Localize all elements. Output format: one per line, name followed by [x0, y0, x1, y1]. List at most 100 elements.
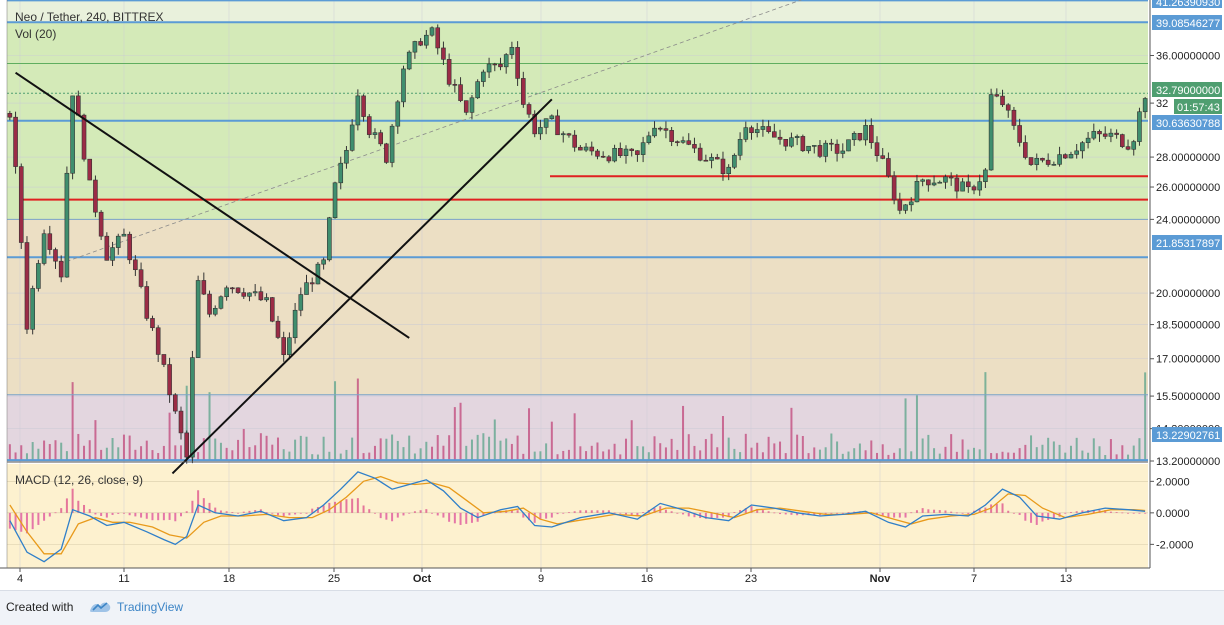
- macd-histogram-bar: [43, 512, 46, 521]
- candle-body: [81, 114, 87, 160]
- volume-bar: [248, 447, 251, 461]
- macd-histogram-bar: [157, 512, 160, 521]
- candle-body: [1062, 154, 1068, 159]
- candle-body: [823, 142, 828, 157]
- macd-histogram-bar: [453, 512, 456, 524]
- volume-bar: [573, 413, 576, 461]
- macd-histogram-bar: [299, 512, 302, 514]
- macd-histogram-bar: [328, 502, 331, 513]
- badge-level-13: 13.22902761: [1156, 430, 1220, 442]
- volume-bar: [77, 433, 80, 461]
- volume-bar: [630, 420, 633, 461]
- candle-body: [64, 172, 70, 278]
- volume-bar: [134, 449, 137, 461]
- macd-histogram-bar: [545, 512, 548, 519]
- volume-bar: [870, 440, 873, 461]
- candle-body: [1102, 133, 1108, 137]
- volume-bar: [294, 439, 297, 461]
- macd-histogram-bar: [1030, 512, 1033, 523]
- candle-body: [230, 287, 235, 290]
- trendlines[interactable]: [14, 71, 553, 475]
- volume-bar: [43, 440, 46, 461]
- time-tick-label: 13: [1060, 573, 1072, 585]
- trendline-ascending[interactable]: [171, 98, 553, 475]
- price-tick-label: 36.00000000: [1156, 51, 1220, 63]
- candle-body: [566, 133, 572, 136]
- macd-histogram-bar: [938, 510, 941, 513]
- volume-bar: [704, 439, 707, 461]
- candle-body: [138, 269, 144, 287]
- volume-bar: [431, 446, 434, 461]
- macd-histogram-bar: [1115, 512, 1118, 513]
- macd-tick-label: 0.0000: [1156, 508, 1190, 520]
- macd-histogram-bar: [54, 512, 57, 514]
- candle-body: [1131, 141, 1137, 150]
- price-badges: 41.26390930 39.08546277 32.79000000 01:5…: [1152, 0, 1222, 442]
- volume-bar: [351, 437, 354, 461]
- candle-body: [1011, 109, 1017, 126]
- macd-histogram-bar: [48, 512, 51, 517]
- volume-bar: [396, 440, 399, 461]
- macd-histogram-bar: [585, 510, 588, 513]
- badge-countdown: 01:57:43: [1177, 102, 1220, 114]
- chart-canvas[interactable]: 36.00000000 32 28.00000000 26.00000000 24.00…: [0, 0, 1224, 590]
- volume-bar: [419, 448, 422, 461]
- candle-body: [669, 130, 674, 142]
- candle-body: [481, 71, 486, 82]
- volume-bar: [60, 442, 63, 461]
- time-tick-label: 7: [971, 573, 977, 585]
- macd-histogram-bar: [37, 512, 40, 525]
- volume-bar: [545, 443, 548, 461]
- macd-histogram-bar: [334, 501, 337, 513]
- tradingview-link[interactable]: TradingView: [117, 600, 184, 614]
- volume-bar: [1047, 437, 1050, 461]
- candle-body: [657, 127, 663, 130]
- candle-body: [1068, 154, 1074, 159]
- macd-histogram-bar: [779, 512, 782, 515]
- candle-body: [943, 176, 948, 183]
- tradingview-logo-icon[interactable]: [88, 598, 112, 619]
- trendline-descending[interactable]: [14, 71, 410, 339]
- candle-body: [395, 101, 401, 127]
- candle-body: [920, 179, 925, 182]
- created-with-text: Created with: [6, 600, 74, 614]
- candle-body: [281, 337, 286, 355]
- candle-body: [777, 136, 783, 140]
- macd-histogram-bar: [180, 512, 183, 517]
- candle-body: [829, 142, 834, 145]
- volume-bar: [48, 444, 51, 461]
- macd-histogram-bar: [265, 512, 268, 513]
- macd-histogram-bar: [841, 512, 844, 514]
- volume-bar: [1092, 438, 1095, 461]
- macd-histogram-bar: [955, 512, 958, 514]
- volume-bar: [585, 451, 588, 461]
- volume-bar: [1132, 445, 1135, 461]
- volume-bar: [271, 444, 274, 461]
- macd-indicator-label[interactable]: MACD (12, 26, close, 9): [15, 473, 143, 487]
- macd-tick-label: 2.0000: [1156, 476, 1190, 488]
- candle-body: [880, 155, 886, 159]
- macd-histogram-bar: [1024, 512, 1027, 521]
- volume-bar: [448, 435, 451, 461]
- macd-histogram-bar: [242, 511, 245, 513]
- volume-bar: [727, 437, 730, 461]
- volume-indicator-label[interactable]: Vol (20): [15, 27, 56, 41]
- candle-body: [36, 263, 41, 289]
- candle-body: [1040, 157, 1045, 161]
- macd-histogram-bar: [248, 510, 251, 513]
- volume-bar: [453, 407, 456, 461]
- candle-body: [47, 233, 53, 250]
- candle-body: [275, 320, 281, 338]
- candle-body: [726, 166, 731, 175]
- candle-body: [424, 34, 429, 46]
- macd-histogram-bar: [191, 500, 194, 513]
- macd-histogram-bar: [528, 512, 531, 521]
- volume-bar: [8, 444, 11, 461]
- macd-histogram-bar: [727, 512, 730, 518]
- zone-tan: [7, 219, 1148, 395]
- volume-bar: [391, 434, 394, 461]
- volume-bar: [311, 454, 314, 461]
- volume-bar: [94, 420, 97, 461]
- volume-bar: [71, 382, 74, 461]
- macd-histogram-bar: [237, 512, 240, 514]
